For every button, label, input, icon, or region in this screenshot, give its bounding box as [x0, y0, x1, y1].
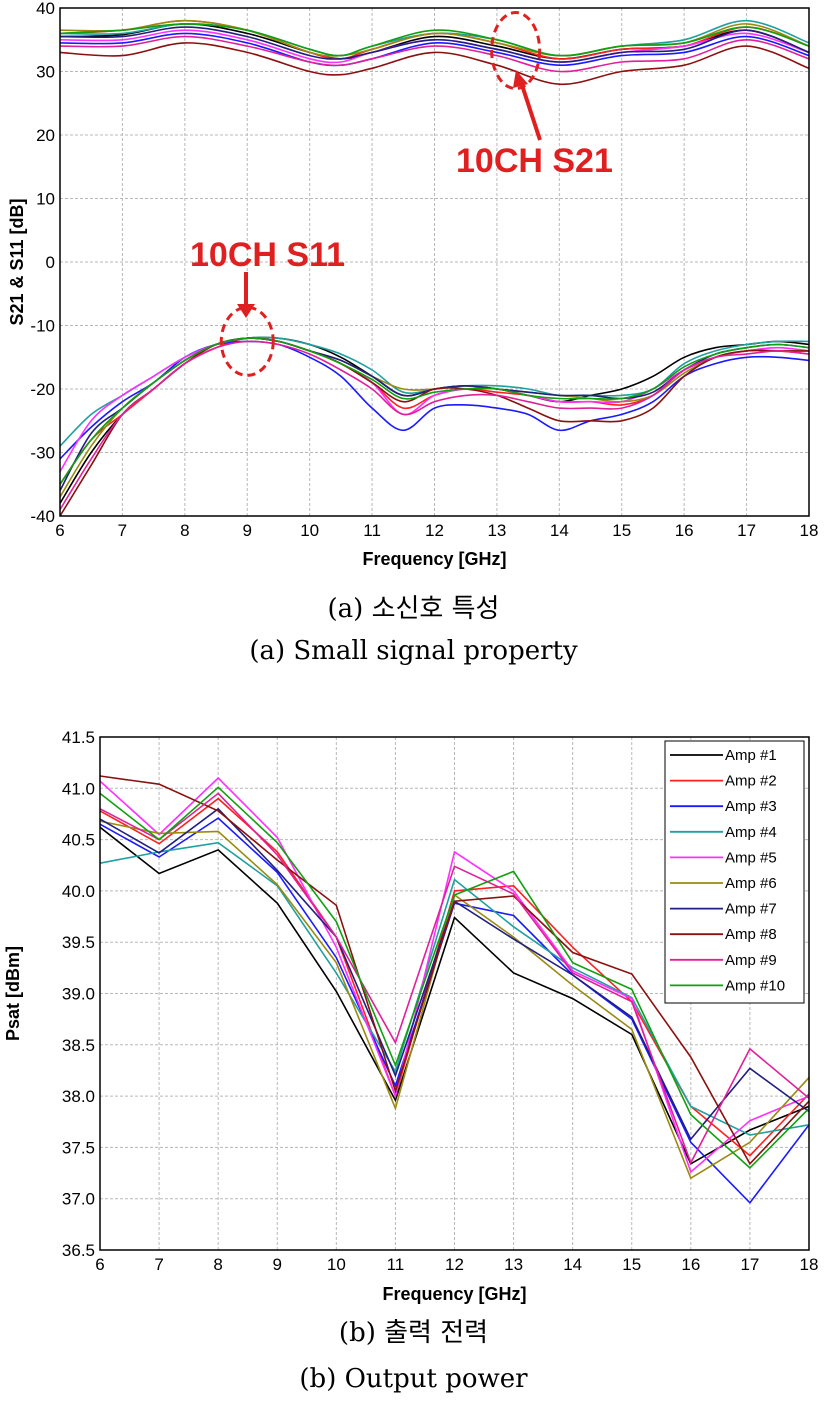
legend-entry: Amp #9 [725, 952, 777, 969]
y-tick-label: 37.0 [62, 1190, 95, 1209]
x-tick-label: 7 [118, 521, 127, 540]
plot-area-a [60, 8, 809, 516]
s21-series-line [60, 42, 809, 86]
s21-series-line [60, 35, 809, 73]
plot-frame-a [59, 7, 810, 517]
y-axis-label-a: S21 & S11 [dB] [7, 198, 27, 325]
annotations-a: 10CH S21 10CH S11 [190, 11, 613, 377]
s11-series-line [60, 340, 809, 511]
legend-entry: Amp #1 [725, 747, 777, 764]
y-tick-label: 37.5 [62, 1138, 95, 1157]
y-tick-label: 30 [36, 63, 55, 82]
s11-highlight-ellipse [219, 305, 275, 377]
s21-highlight-ellipse [490, 11, 542, 91]
x-tick-label: 16 [681, 1255, 700, 1274]
x-tick-label: 9 [273, 1255, 282, 1274]
psat-series-line [99, 841, 810, 1136]
caption-b-korean: (b) 출력 전력 [338, 1318, 489, 1348]
y-tick-label: 10 [36, 190, 55, 209]
x-tick-label: 10 [327, 1255, 346, 1274]
legend-entry: Amp #3 [725, 798, 777, 815]
legend-entry: Amp #7 [725, 901, 777, 918]
x-tick-label: 18 [800, 1255, 819, 1274]
y-tick-label: 38.0 [62, 1087, 95, 1106]
x-tick-label: 9 [243, 521, 252, 540]
legend-entry: Amp #2 [725, 773, 777, 790]
x-tick-label: 13 [504, 1255, 523, 1274]
x-tick-label: 10 [300, 521, 319, 540]
x-tick-label: 17 [737, 521, 756, 540]
plot-frame-b [99, 736, 810, 1251]
x-tick-label: 16 [675, 521, 694, 540]
y-tick-label: -10 [30, 317, 55, 336]
legend: Amp #1 Amp #2 Amp #3 Amp #4 Amp #5 Amp #6 Amp … [664, 740, 805, 1004]
y-tick-label: 41.0 [62, 779, 95, 798]
x-axis-label-b: Frequency [GHz] [382, 1284, 526, 1304]
y-tick-label: 40.0 [62, 882, 95, 901]
s21-arrow-head [513, 70, 528, 88]
psat-series-line [99, 776, 810, 1174]
series-lines-a [60, 19, 809, 516]
legend-entry: Amp #5 [725, 849, 777, 866]
x-tick-label: 12 [425, 521, 444, 540]
caption-a-english: (a) Small signal property [249, 636, 578, 666]
y-axis-label-b: Psat [dBm] [3, 946, 23, 1041]
psat-series-line [99, 775, 810, 1166]
x-tick-label: 12 [445, 1255, 464, 1274]
x-tick-label: 6 [55, 521, 64, 540]
x-tick-label: 18 [800, 521, 819, 540]
s11-series-line [60, 337, 809, 485]
psat-series-line [99, 786, 810, 1170]
small-signal-chart: 6 7 8 9 10 11 12 13 14 15 16 17 18 -40 -30 -20 -10 0 10 20 3… [7, 0, 818, 569]
y-tick-label: -40 [30, 507, 55, 526]
x-tick-label: 8 [213, 1255, 222, 1274]
x-tick-label: 17 [740, 1255, 759, 1274]
y-tick-label: -30 [30, 444, 55, 463]
y-tick-label: 38.5 [62, 1036, 95, 1055]
y-tick-label: 0 [46, 253, 55, 272]
caption-b-english: (b) Output power [299, 1364, 528, 1394]
y-tick-label: 40.5 [62, 831, 95, 850]
s21-annotation: 10CH S21 [456, 142, 613, 180]
y-tick-label: 20 [36, 126, 55, 145]
x-axis-label-a: Frequency [GHz] [362, 549, 506, 569]
x-tick-label: 13 [487, 521, 506, 540]
series-lines-b [99, 775, 810, 1205]
y-tick-label: -20 [30, 380, 55, 399]
y-tick-label: 41.5 [62, 728, 95, 747]
x-tick-label: 14 [563, 1255, 582, 1274]
x-tick-label: 6 [95, 1255, 104, 1274]
legend-entry: Amp #8 [725, 926, 777, 943]
psat-series-line [99, 792, 810, 1165]
x-tick-label: 8 [180, 521, 189, 540]
s21-series-line [60, 23, 809, 57]
x-tick-label: 15 [622, 1255, 641, 1274]
x-tick-label: 11 [363, 521, 381, 540]
y-tick-label: 39.0 [62, 985, 95, 1004]
s21-series-line [60, 32, 809, 67]
x-tick-label: 11 [387, 1255, 405, 1274]
output-power-chart: 6 7 8 9 10 11 12 13 14 15 16 17 18 36.5 37.0 37.5 38.0 38… [3, 728, 818, 1304]
legend-entry: Amp #6 [725, 875, 777, 892]
x-tick-label: 15 [612, 521, 631, 540]
legend-entry: Amp #4 [725, 824, 777, 841]
s11-annotation: 10CH S11 [190, 236, 345, 274]
y-tick-label: 39.5 [62, 933, 95, 952]
s21-arrow [519, 81, 542, 141]
s21-series-line [60, 26, 809, 63]
x-tick-label: 14 [550, 521, 569, 540]
legend-entry: Amp #10 [725, 977, 785, 994]
tick-labels-a: 6 7 8 9 10 11 12 13 14 15 16 17 18 -40 -30 -20 -10 0 10 20 3… [30, 0, 818, 540]
y-tick-label: 40 [36, 0, 55, 18]
caption-a-korean: (a) 소신호 특성 [327, 594, 500, 624]
x-tick-label: 7 [154, 1255, 163, 1274]
tick-labels-b: 6 7 8 9 10 11 12 13 14 15 16 17 18 36.5 37.0 37.5 38.0 38… [62, 728, 819, 1274]
s11-arrow-head [237, 304, 255, 318]
y-tick-label: 36.5 [62, 1241, 95, 1260]
